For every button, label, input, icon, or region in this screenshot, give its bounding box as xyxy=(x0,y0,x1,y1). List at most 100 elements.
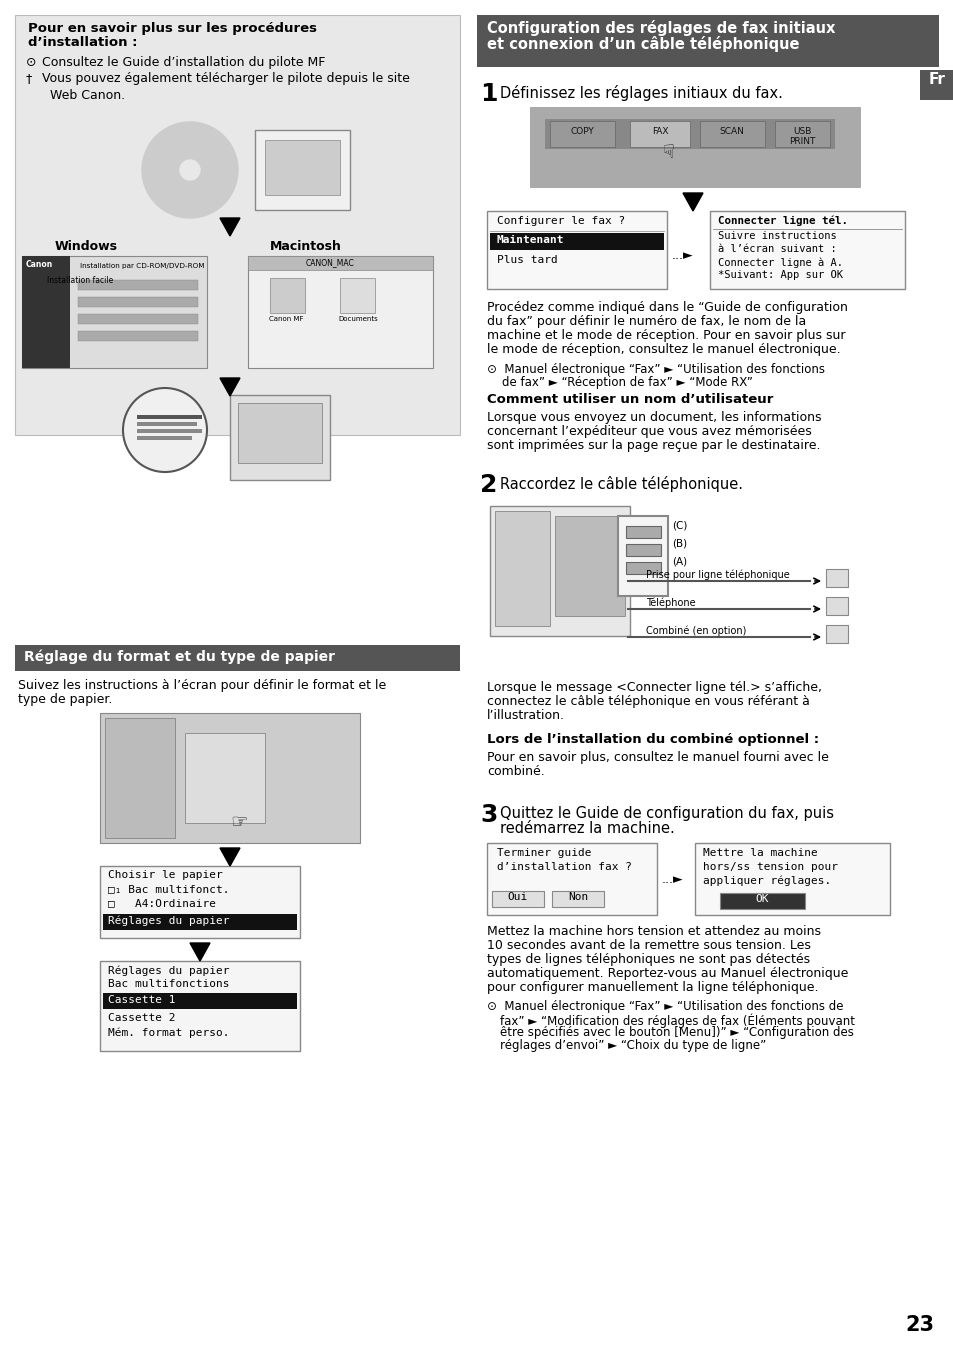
Text: Installation par CD-ROM/DVD-ROM: Installation par CD-ROM/DVD-ROM xyxy=(80,263,204,270)
Text: Comment utiliser un nom d’utilisateur: Comment utiliser un nom d’utilisateur xyxy=(486,394,773,406)
Text: appliquer réglages.: appliquer réglages. xyxy=(702,876,830,887)
Bar xyxy=(625,545,660,555)
Bar xyxy=(78,280,198,290)
Bar xyxy=(78,297,198,307)
Bar xyxy=(544,119,834,150)
Bar xyxy=(270,278,305,313)
Bar xyxy=(555,516,624,616)
Bar xyxy=(492,891,543,907)
Text: Bac multifonctions: Bac multifonctions xyxy=(108,979,230,989)
Bar xyxy=(695,842,889,915)
Text: ...►: ...► xyxy=(661,874,683,886)
Circle shape xyxy=(142,123,237,218)
Text: de fax” ► “Réception de fax” ► “Mode RX”: de fax” ► “Réception de fax” ► “Mode RX” xyxy=(486,376,752,390)
Text: Lorsque le message <Connecter ligne tél.> s’affiche,: Lorsque le message <Connecter ligne tél.… xyxy=(486,681,821,694)
Text: Raccordez le câble téléphonique.: Raccordez le câble téléphonique. xyxy=(499,476,742,492)
Bar xyxy=(530,106,859,187)
Text: *Suivant: App sur OK: *Suivant: App sur OK xyxy=(718,270,842,280)
Text: redémarrez la machine.: redémarrez la machine. xyxy=(499,821,674,836)
Polygon shape xyxy=(220,848,240,865)
Bar xyxy=(185,733,265,824)
Text: Non: Non xyxy=(567,892,587,902)
Text: réglages d’envoi” ► “Choix du type de ligne”: réglages d’envoi” ► “Choix du type de li… xyxy=(499,1039,765,1051)
Bar xyxy=(237,403,322,462)
Text: (A): (A) xyxy=(671,557,686,568)
Bar xyxy=(625,562,660,574)
Text: hors/ss tension pour: hors/ss tension pour xyxy=(702,861,837,872)
Text: Cassette 1: Cassette 1 xyxy=(108,995,175,1006)
Circle shape xyxy=(123,388,207,472)
Text: Suivre instructions: Suivre instructions xyxy=(718,231,836,241)
Text: concernant l’expéditeur que vous avez mémorisées: concernant l’expéditeur que vous avez mé… xyxy=(486,425,811,438)
Bar xyxy=(22,256,207,368)
Bar xyxy=(825,569,847,586)
Text: Procédez comme indiqué dans le “Guide de configuration: Procédez comme indiqué dans le “Guide de… xyxy=(486,301,847,314)
Text: Réglages du papier: Réglages du papier xyxy=(108,917,230,926)
Bar xyxy=(625,526,660,538)
Text: Mettez la machine hors tension et attendez au moins: Mettez la machine hors tension et attend… xyxy=(486,925,821,938)
Text: machine et le mode de réception. Pour en savoir plus sur: machine et le mode de réception. Pour en… xyxy=(486,329,844,342)
Bar xyxy=(700,121,764,147)
Bar xyxy=(629,121,689,147)
Bar xyxy=(486,212,666,288)
Bar xyxy=(15,15,459,435)
Bar xyxy=(78,332,198,341)
Text: Suivez les instructions à l’écran pour définir le format et le: Suivez les instructions à l’écran pour d… xyxy=(18,679,386,692)
Polygon shape xyxy=(220,218,240,236)
Bar xyxy=(339,278,375,313)
Text: 1: 1 xyxy=(479,82,497,106)
Bar xyxy=(230,395,330,480)
Text: Lorsque vous envoyez un document, les informations: Lorsque vous envoyez un document, les in… xyxy=(486,411,821,425)
Text: ...►: ...► xyxy=(671,249,693,262)
Text: sont imprimées sur la page reçue par le destinataire.: sont imprimées sur la page reçue par le … xyxy=(486,439,820,452)
Text: fax” ► “Modification des réglages de fax (Éléments pouvant: fax” ► “Modification des réglages de fax… xyxy=(499,1012,854,1027)
Text: Combiné (en option): Combiné (en option) xyxy=(645,625,745,636)
Text: Connecter ligne tél.: Connecter ligne tél. xyxy=(718,214,847,225)
Bar xyxy=(919,70,953,100)
Text: Quittez le Guide de configuration du fax, puis: Quittez le Guide de configuration du fax… xyxy=(499,806,833,821)
Text: Documents: Documents xyxy=(337,315,377,322)
Bar xyxy=(137,422,196,426)
Bar xyxy=(103,914,296,930)
Bar xyxy=(100,713,359,842)
Bar xyxy=(254,129,350,210)
Text: (B): (B) xyxy=(671,539,686,549)
Text: type de papier.: type de papier. xyxy=(18,693,112,706)
Text: ⊙  Manuel électronique “Fax” ► “Utilisation des fonctions: ⊙ Manuel électronique “Fax” ► “Utilisati… xyxy=(486,363,824,376)
Text: Windows: Windows xyxy=(55,240,118,253)
Text: Maintenant: Maintenant xyxy=(497,235,564,245)
Bar xyxy=(265,140,339,195)
Text: ⊙  Manuel électronique “Fax” ► “Utilisation des fonctions de: ⊙ Manuel électronique “Fax” ► “Utilisati… xyxy=(486,1000,842,1012)
Text: à l’écran suivant :: à l’écran suivant : xyxy=(718,244,836,253)
Text: CANON_MAC: CANON_MAC xyxy=(305,257,354,267)
Text: l’illustration.: l’illustration. xyxy=(486,709,564,723)
Bar xyxy=(495,511,550,625)
Text: OK: OK xyxy=(755,894,768,905)
Text: Oui: Oui xyxy=(507,892,528,902)
Text: Choisir le papier: Choisir le papier xyxy=(108,869,222,880)
Text: Prise pour ligne téléphonique: Prise pour ligne téléphonique xyxy=(645,570,789,581)
Bar xyxy=(137,415,202,419)
Text: Fr: Fr xyxy=(927,71,944,88)
Text: Configurer le fax ?: Configurer le fax ? xyxy=(497,216,624,226)
Text: †: † xyxy=(26,71,32,85)
Bar xyxy=(550,121,615,147)
Text: Consultez le Guide d’installation du pilote MF: Consultez le Guide d’installation du pil… xyxy=(38,57,325,69)
Text: ☞: ☞ xyxy=(230,813,247,832)
Text: automatiquement. Reportez-vous au Manuel électronique: automatiquement. Reportez-vous au Manuel… xyxy=(486,967,847,980)
Text: du fax” pour définir le numéro de fax, le nom de la: du fax” pour définir le numéro de fax, l… xyxy=(486,315,805,328)
Text: combiné.: combiné. xyxy=(486,766,544,778)
Text: Canon: Canon xyxy=(26,260,53,270)
Text: le mode de réception, consultez le manuel électronique.: le mode de réception, consultez le manue… xyxy=(486,342,840,356)
Text: Plus tard: Plus tard xyxy=(497,255,558,266)
Text: pour configurer manuellement la ligne téléphonique.: pour configurer manuellement la ligne té… xyxy=(486,981,818,993)
Text: connectez le câble téléphonique en vous référant à: connectez le câble téléphonique en vous … xyxy=(486,696,809,708)
Text: Macintosh: Macintosh xyxy=(270,240,341,253)
Bar xyxy=(248,256,433,368)
Polygon shape xyxy=(190,944,210,961)
Bar xyxy=(78,314,198,324)
Bar xyxy=(774,121,829,147)
Bar xyxy=(105,718,174,838)
Text: Vous pouvez également télécharger le pilote depuis le site
   Web Canon.: Vous pouvez également télécharger le pil… xyxy=(38,71,410,102)
Bar xyxy=(825,625,847,643)
